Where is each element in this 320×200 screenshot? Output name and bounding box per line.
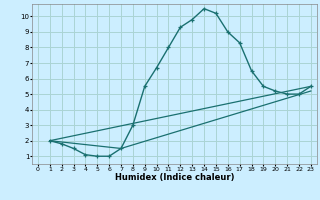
X-axis label: Humidex (Indice chaleur): Humidex (Indice chaleur) bbox=[115, 173, 234, 182]
